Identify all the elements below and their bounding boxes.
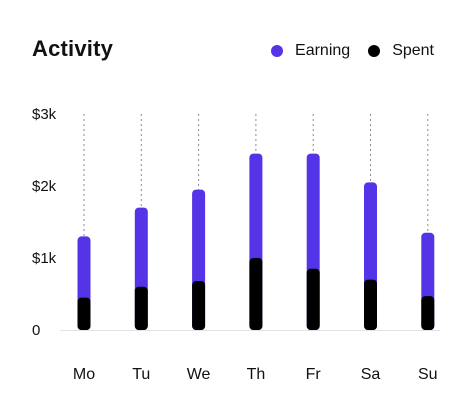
y-tick-label: 0	[32, 322, 40, 339]
bar-spent-mo[interactable]	[77, 297, 91, 330]
bar-spent-su[interactable]	[421, 296, 435, 330]
y-tick-label: $2k	[32, 178, 57, 195]
legend-label-earning: Earning	[295, 42, 351, 59]
chart-legend: Earning Spent	[271, 42, 434, 60]
chart-title: Activity	[32, 36, 114, 61]
legend-item-earning[interactable]: Earning	[271, 42, 350, 60]
x-tick-label-fr: Fr	[306, 366, 322, 383]
y-tick-label: $3k	[32, 106, 57, 123]
legend-dot-earning	[271, 45, 284, 57]
legend-label-spent: Spent	[392, 42, 434, 59]
x-tick-label-mo: Mo	[73, 366, 95, 383]
x-tick-label-th: Th	[247, 366, 266, 383]
bar-spent-we[interactable]	[192, 281, 206, 330]
bar-spent-th[interactable]	[249, 258, 263, 330]
bar-spent-sa[interactable]	[364, 279, 377, 330]
x-tick-label-sa: Sa	[361, 366, 381, 383]
x-tick-label-su: Su	[418, 366, 438, 383]
x-tick-label-tu: Tu	[132, 366, 150, 383]
y-tick-label: $1k	[32, 250, 57, 267]
bar-spent-tu[interactable]	[134, 286, 148, 330]
x-tick-label-we: We	[187, 366, 211, 383]
legend-dot-spent	[368, 45, 381, 57]
legend-item-spent[interactable]: Spent	[368, 42, 434, 60]
bar-spent-fr[interactable]	[306, 268, 320, 330]
